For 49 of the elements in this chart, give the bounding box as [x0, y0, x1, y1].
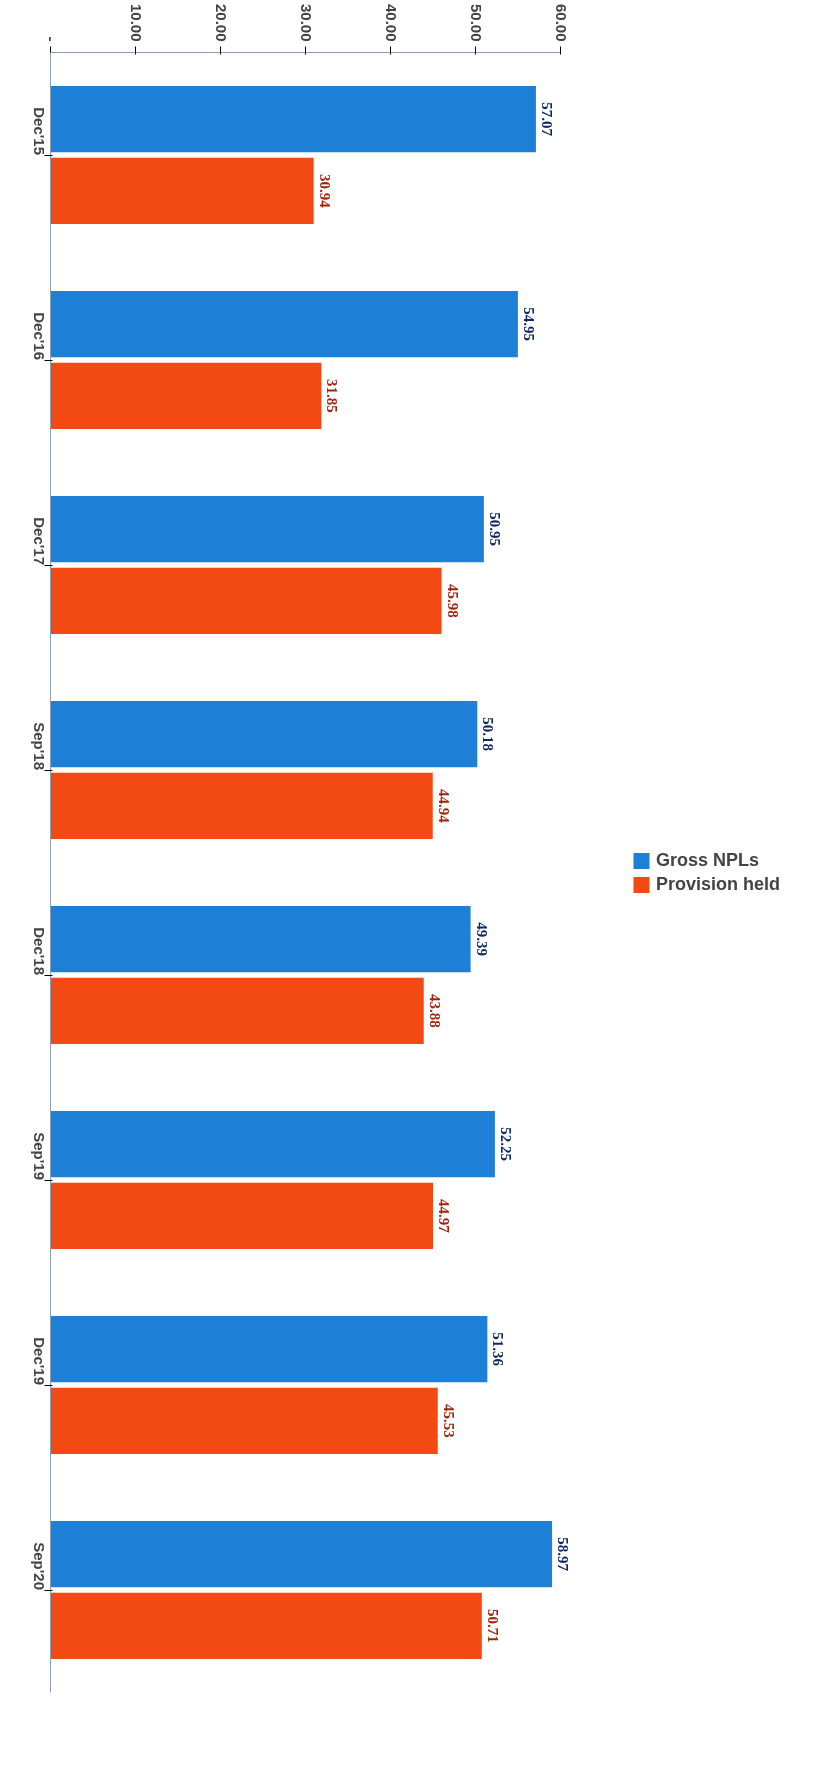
data-label: 31.85 [324, 379, 341, 413]
data-label: 43.88 [426, 994, 443, 1028]
bar [50, 86, 536, 153]
data-label: 30.94 [316, 174, 333, 209]
data-label: 45.98 [444, 584, 461, 618]
y-tick-label: Dec'17 [31, 517, 48, 566]
y-tick-label: Dec'19 [31, 1337, 48, 1386]
bar [50, 496, 484, 563]
legend-label: Gross NPLs [655, 849, 760, 871]
bar [50, 906, 471, 973]
bar [50, 701, 478, 768]
x-tick-label: 10.00 [127, 3, 145, 42]
bar [50, 362, 322, 429]
data-label: 51.36 [490, 1332, 507, 1367]
data-label: 49.39 [473, 922, 490, 956]
bar [50, 291, 518, 358]
x-tick-label: 40.00 [382, 3, 400, 42]
data-label: 44.94 [435, 789, 452, 824]
data-label: 54.95 [520, 307, 537, 341]
data-label: 57.07 [538, 102, 555, 137]
data-label: 50.18 [480, 717, 497, 751]
y-tick-label: Sep'19 [31, 1132, 48, 1180]
bar [50, 1521, 553, 1588]
data-label: 52.25 [497, 1127, 514, 1161]
y-tick-label: Dec'15 [31, 107, 48, 156]
x-tick-label: 50.00 [467, 3, 485, 42]
y-tick-label: Sep'18 [31, 722, 48, 770]
data-label: 45.53 [440, 1404, 457, 1438]
bar [50, 1316, 488, 1383]
bar [50, 1592, 482, 1659]
x-tick-label: 30.00 [297, 3, 315, 42]
x-tick-label: 20.00 [212, 3, 230, 42]
bar [50, 1182, 433, 1249]
bar [50, 977, 424, 1044]
bar [50, 1387, 438, 1454]
bar [50, 157, 314, 224]
x-tick-label: - [42, 36, 60, 42]
y-tick-label: Dec'18 [31, 927, 48, 976]
bar [50, 567, 442, 634]
y-tick-label: Sep'20 [31, 1542, 48, 1590]
data-label: 44.97 [436, 1199, 452, 1234]
x-tick-label: 60.00 [552, 3, 570, 42]
bar [50, 772, 433, 839]
data-label: 58.97 [555, 1537, 572, 1572]
data-label: 50.71 [484, 1609, 501, 1643]
bar [50, 1111, 495, 1178]
legend-label: Provision held [655, 873, 780, 895]
data-label: 50.95 [486, 512, 503, 546]
y-tick-label: Dec'16 [31, 312, 48, 361]
